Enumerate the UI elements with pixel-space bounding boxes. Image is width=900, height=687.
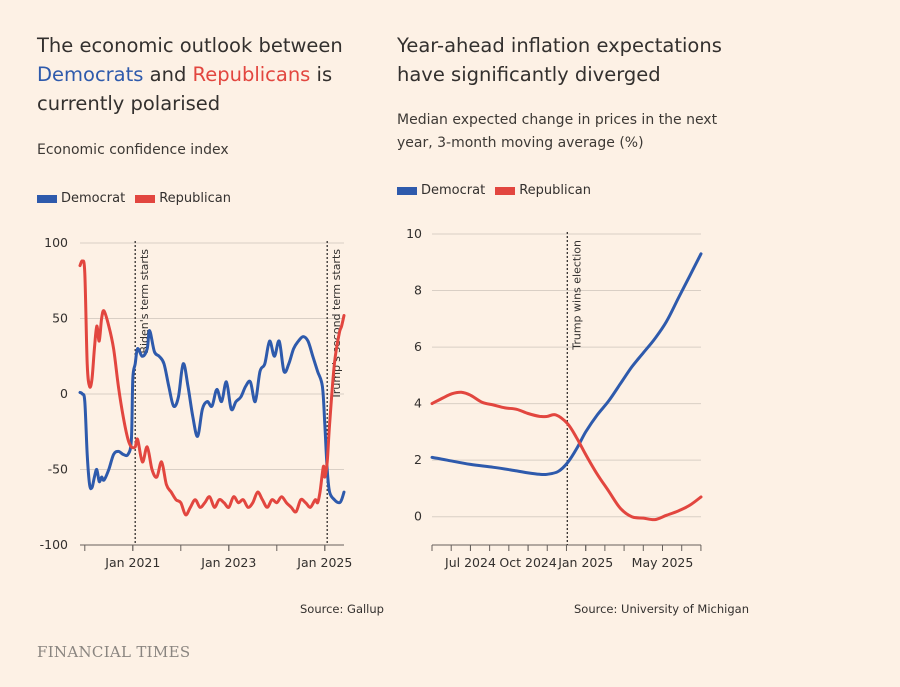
y-tick-label: 6 xyxy=(414,339,422,354)
legend-label-democrat: Democrat xyxy=(421,183,486,198)
title-text-pre: The economic outlook between xyxy=(37,34,343,57)
x-tick-label: Jul 2024 xyxy=(444,555,496,570)
y-tick-label: -100 xyxy=(40,537,68,552)
chart-inflation-expectations: 10 8 6 4 2 0 Jul 2024 Oct 2024 Jan 2025 May 2025 T… xyxy=(406,226,703,570)
x-tick-label: Jan 2023 xyxy=(200,555,256,570)
legend-label-republican: Republican xyxy=(519,183,591,198)
legend-item-democrat: Democrat xyxy=(397,183,485,198)
title-text-mid: and xyxy=(143,63,193,86)
x-tick-label: Oct 2024 xyxy=(499,555,556,570)
legend-swatch-republican xyxy=(495,186,516,195)
left-legend: Democrat Republican xyxy=(37,191,241,206)
left-source: Source: Gallup xyxy=(300,602,384,616)
x-tick-label: May 2025 xyxy=(632,555,694,570)
right-chart-subtitle: Median expected change in prices in the … xyxy=(397,112,718,151)
ft-logo: FINANCIAL TIMES xyxy=(37,643,191,661)
title-republicans: Republicans xyxy=(192,63,311,86)
legend-item-republican: Republican xyxy=(495,183,591,198)
y-tick-label: -50 xyxy=(48,462,68,477)
legend-swatch-democrat xyxy=(37,194,57,203)
y-tick-label: 2 xyxy=(414,452,422,467)
series-line-democrat xyxy=(78,329,346,505)
legend-label-democrat: Democrat xyxy=(61,191,126,206)
title-democrats: Democrats xyxy=(37,63,144,86)
x-tick-label: Jan 2025 xyxy=(557,555,613,570)
left-chart-subtitle: Economic confidence index xyxy=(37,142,229,158)
legend-swatch-democrat xyxy=(397,186,417,195)
series-line-republican xyxy=(430,390,703,522)
y-tick-label: 10 xyxy=(406,226,422,241)
y-tick-label: 8 xyxy=(414,283,422,298)
series-line-democrat xyxy=(430,252,703,477)
title-text-post: is currently polarised xyxy=(37,63,333,115)
left-chart-title: The economic outlook between Democrats a… xyxy=(37,31,367,118)
y-tick-label: 0 xyxy=(60,386,68,401)
legend-item-democrat: Democrat xyxy=(37,191,125,206)
x-tick-label: Jan 2021 xyxy=(104,555,160,570)
right-legend: Democrat Republican xyxy=(397,183,601,198)
legend-item-republican: Republican xyxy=(135,191,231,206)
y-tick-label: 100 xyxy=(44,235,68,250)
right-chart-title: Year-ahead inflation expectations have s… xyxy=(397,34,722,86)
legend-swatch-republican xyxy=(135,194,156,203)
right-source: Source: University of Michigan xyxy=(574,602,749,616)
y-tick-label: 0 xyxy=(414,509,422,524)
y-tick-label: 4 xyxy=(414,396,422,411)
x-tick-label: Jan 2025 xyxy=(296,555,352,570)
annotation-label: Trump wins election xyxy=(570,240,583,351)
y-tick-label: 50 xyxy=(52,311,68,326)
chart-economic-confidence: 100 50 0 -50 -100 Jan 2021 Jan 2023 Jan 2025 Bid… xyxy=(40,235,353,570)
series-line-republican xyxy=(78,259,346,517)
annotation-label: Biden's term starts xyxy=(138,249,151,354)
legend-label-republican: Republican xyxy=(159,191,231,206)
